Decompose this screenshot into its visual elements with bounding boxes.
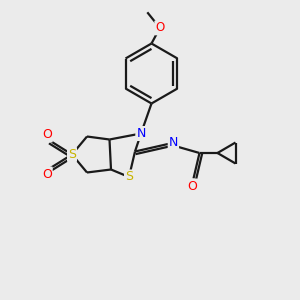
Text: O: O [42, 167, 52, 181]
Text: S: S [68, 148, 76, 161]
Text: N: N [136, 127, 146, 140]
Text: N: N [169, 136, 178, 149]
Text: O: O [155, 21, 164, 34]
Text: O: O [187, 179, 197, 193]
Text: S: S [125, 170, 133, 184]
Text: O: O [42, 128, 52, 142]
